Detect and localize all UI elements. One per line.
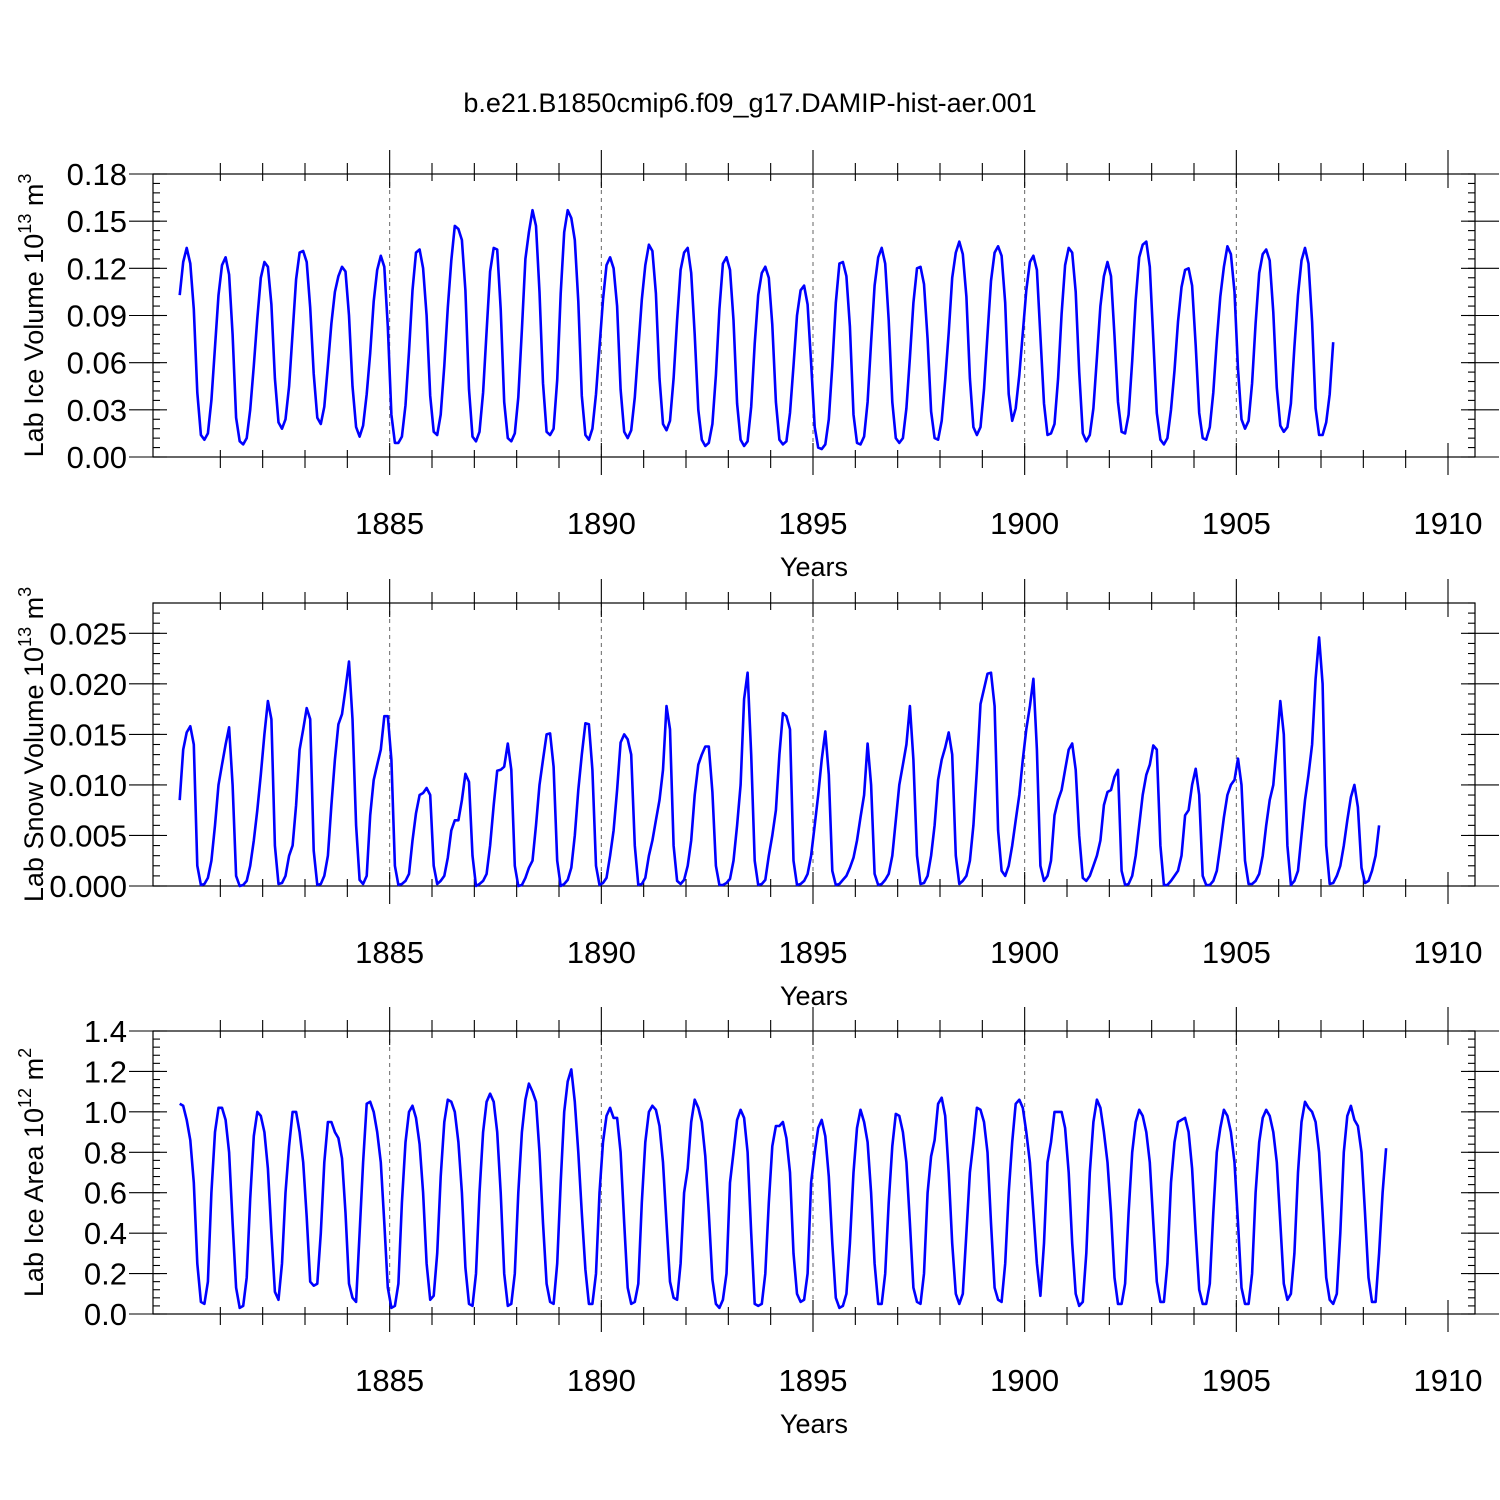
x-tick-label: 1900 [990, 1363, 1059, 1398]
x-tick-label: 1910 [1414, 935, 1483, 970]
x-axis-label: Years [780, 981, 848, 1011]
plot-frame [152, 1030, 1476, 1315]
panel-2: 0.000 0.005 0.010 0.015 0.020 0.025 1885 1890 18… [15, 579, 1499, 1011]
y-tick-label: 0.12 [67, 251, 127, 286]
y-tick-label: 1.4 [84, 1014, 127, 1049]
y-tick-label: 0.18 [67, 157, 127, 192]
panels: 0.00 0.03 0.06 0.09 0.12 0.15 0.18 1885 1890 1895… [15, 150, 1499, 1439]
y-tick-label: 0.025 [49, 616, 127, 651]
x-tick-label: 1890 [567, 935, 636, 970]
y-tick-label: 0.6 [84, 1176, 127, 1211]
x-tick-label: 1895 [779, 1363, 848, 1398]
panel-1: 0.00 0.03 0.06 0.09 0.12 0.15 0.18 1885 1890 1895… [15, 150, 1499, 582]
y-tick-label: 0.03 [67, 393, 127, 428]
y-tick-label: 0.2 [84, 1257, 127, 1292]
x-tick-label: 1905 [1202, 1363, 1271, 1398]
y-tick-label: 0.0 [84, 1297, 127, 1332]
y-tick-label: 1.0 [84, 1095, 127, 1130]
series-line [179, 1068, 1388, 1310]
y-tick-label: 1.2 [84, 1054, 127, 1089]
x-tick-label: 1885 [355, 1363, 424, 1398]
y-axis-label: Lab Ice Area 1012 m2 [15, 1048, 49, 1297]
y-axis-label: Lab Ice Volume 1013 m3 [15, 174, 49, 458]
y-tick-label: 0.8 [84, 1135, 127, 1170]
y-tick-label: 0.010 [49, 768, 127, 803]
y-tick-label: 0.020 [49, 667, 127, 702]
x-tick-label: 1890 [567, 506, 636, 541]
series-line [178, 636, 1381, 888]
chart-title: b.e21.B1850cmip6.f09_g17.DAMIP-hist-aer.… [463, 88, 1036, 118]
y-tick-label: 0.00 [67, 440, 127, 475]
x-tick-label: 1900 [990, 506, 1059, 541]
series-line [178, 208, 1335, 451]
x-tick-label: 1910 [1414, 506, 1483, 541]
x-tick-label: 1885 [355, 506, 424, 541]
x-tick-label: 1885 [355, 935, 424, 970]
x-tick-label: 1895 [779, 935, 848, 970]
x-tick-label: 1895 [779, 506, 848, 541]
x-tick-label: 1900 [990, 935, 1059, 970]
x-tick-label: 1910 [1414, 1363, 1483, 1398]
x-axis-label: Years [780, 552, 848, 582]
y-axis-label: Lab Snow Volume 1013 m3 [15, 587, 49, 902]
y-tick-label: 0.000 [49, 869, 127, 904]
y-tick-label: 0.09 [67, 299, 127, 334]
y-tick-label: 0.015 [49, 717, 127, 752]
x-tick-label: 1905 [1202, 506, 1271, 541]
y-tick-label: 0.15 [67, 204, 127, 239]
y-tick-label: 0.005 [49, 818, 127, 853]
y-tick-label: 0.06 [67, 346, 127, 381]
x-tick-label: 1905 [1202, 935, 1271, 970]
x-tick-label: 1890 [567, 1363, 636, 1398]
x-axis-label: Years [780, 1409, 848, 1439]
y-tick-label: 0.4 [84, 1216, 127, 1251]
panel-3: 0.0 0.2 0.4 0.6 0.8 1.0 1.2 1.4 1885 1890 1895 1900… [15, 1007, 1499, 1439]
